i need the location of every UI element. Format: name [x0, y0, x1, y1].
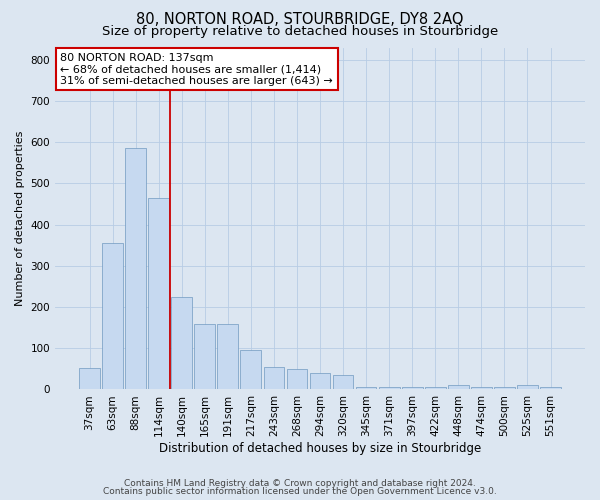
Bar — [172, 297, 192, 390]
Bar — [494, 388, 515, 390]
Bar — [194, 324, 215, 390]
Bar — [517, 384, 538, 390]
Bar — [263, 367, 284, 390]
Bar — [79, 368, 100, 390]
Bar — [241, 350, 261, 390]
Bar — [402, 388, 422, 390]
Bar — [379, 388, 400, 390]
Bar — [148, 198, 169, 390]
Bar — [217, 324, 238, 390]
Bar — [287, 369, 307, 390]
Text: Size of property relative to detached houses in Stourbridge: Size of property relative to detached ho… — [102, 25, 498, 38]
X-axis label: Distribution of detached houses by size in Stourbridge: Distribution of detached houses by size … — [159, 442, 481, 455]
Bar — [448, 384, 469, 390]
Bar — [310, 373, 331, 390]
Text: Contains public sector information licensed under the Open Government Licence v3: Contains public sector information licen… — [103, 487, 497, 496]
Bar — [425, 388, 446, 390]
Bar — [332, 375, 353, 390]
Text: Contains HM Land Registry data © Crown copyright and database right 2024.: Contains HM Land Registry data © Crown c… — [124, 478, 476, 488]
Bar — [102, 243, 123, 390]
Bar — [356, 388, 376, 390]
Bar — [471, 388, 492, 390]
Bar — [540, 388, 561, 390]
Text: 80, NORTON ROAD, STOURBRIDGE, DY8 2AQ: 80, NORTON ROAD, STOURBRIDGE, DY8 2AQ — [136, 12, 464, 28]
Y-axis label: Number of detached properties: Number of detached properties — [15, 131, 25, 306]
Bar — [125, 148, 146, 390]
Text: 80 NORTON ROAD: 137sqm
← 68% of detached houses are smaller (1,414)
31% of semi-: 80 NORTON ROAD: 137sqm ← 68% of detached… — [61, 52, 333, 86]
